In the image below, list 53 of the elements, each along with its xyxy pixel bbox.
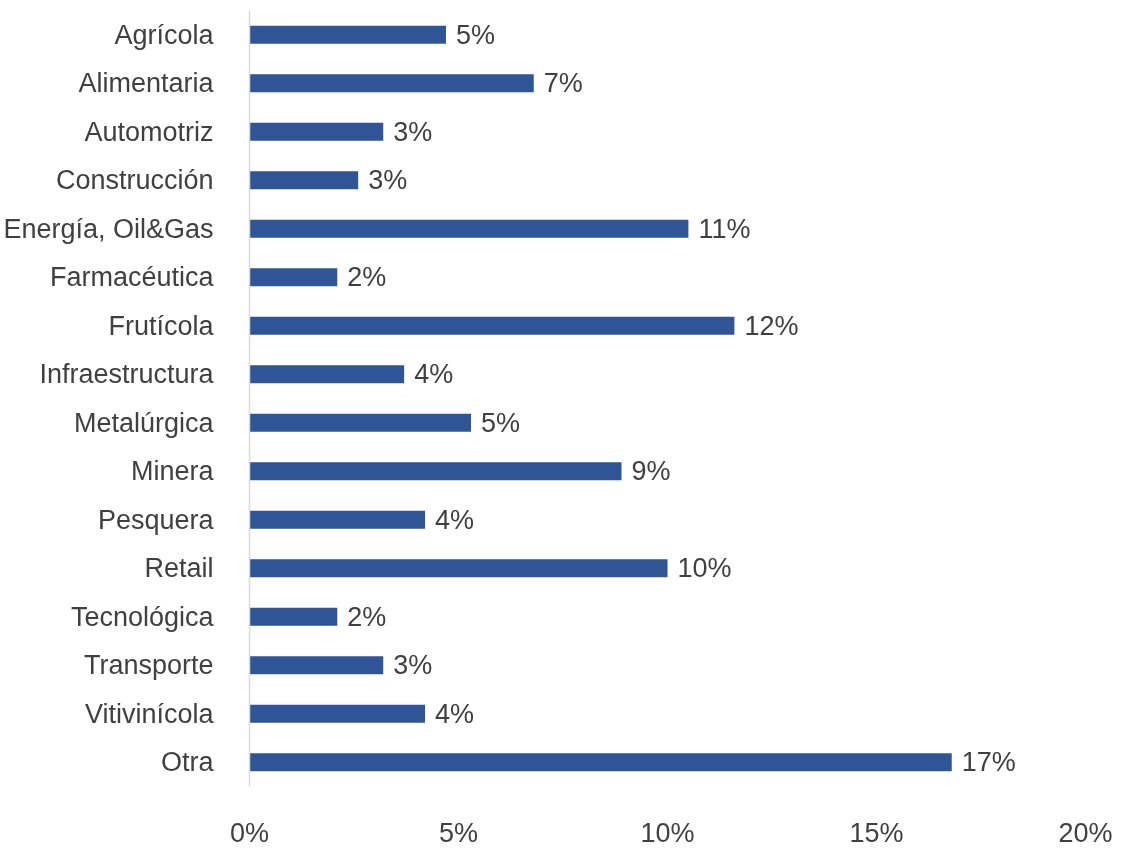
y-tick-label: Otra xyxy=(160,747,215,778)
bar xyxy=(249,74,534,93)
y-tick-label: Energía, Oil&Gas xyxy=(3,213,214,244)
data-label: 17% xyxy=(961,747,1016,778)
bar xyxy=(249,510,426,529)
y-tick-label: Vitivinícola xyxy=(84,698,215,729)
bar xyxy=(249,656,384,675)
data-label: 4% xyxy=(435,698,475,729)
data-label: 11% xyxy=(698,213,751,244)
data-label: 7% xyxy=(543,68,583,99)
data-label: 9% xyxy=(631,456,671,487)
data-label: 4% xyxy=(414,359,454,390)
data-label: 3% xyxy=(393,650,433,681)
data-label: 12% xyxy=(744,310,799,341)
x-tick-label: 10% xyxy=(640,817,695,848)
bar xyxy=(249,122,384,141)
bar xyxy=(249,365,405,384)
y-tick-label: Alimentaria xyxy=(78,68,215,99)
y-tick-label: Automotriz xyxy=(84,116,214,147)
data-label: 2% xyxy=(347,262,387,293)
bar xyxy=(249,704,426,723)
y-tick-label: Farmacéutica xyxy=(49,262,215,293)
bar xyxy=(249,268,338,287)
x-tick-label: 5% xyxy=(438,817,479,848)
bar xyxy=(249,559,668,578)
data-label: 3% xyxy=(393,116,433,147)
data-label: 4% xyxy=(435,504,475,535)
bar xyxy=(249,462,622,481)
y-tick-label: Construcción xyxy=(55,165,214,196)
y-tick-label: Frutícola xyxy=(108,310,215,341)
bar xyxy=(249,753,952,772)
y-tick-label: Retail xyxy=(144,553,214,584)
bar xyxy=(249,25,446,44)
data-label: 3% xyxy=(368,165,408,196)
x-tick-label: 0% xyxy=(229,817,270,848)
bar xyxy=(249,219,689,238)
bar xyxy=(249,316,735,335)
x-tick-label: 20% xyxy=(1058,817,1113,848)
data-label: 5% xyxy=(481,407,521,438)
x-tick-label: 15% xyxy=(849,817,904,848)
bar xyxy=(249,413,472,432)
y-tick-label: Transporte xyxy=(83,650,214,681)
y-tick-label: Pesquera xyxy=(97,504,215,535)
bar xyxy=(249,171,359,190)
y-tick-label: Infraestructura xyxy=(39,359,215,390)
y-tick-label: Tecnológica xyxy=(70,601,215,632)
data-label: 2% xyxy=(347,601,387,632)
data-label: 5% xyxy=(455,19,495,50)
bar xyxy=(249,607,338,626)
y-tick-label: Metalúrgica xyxy=(73,407,215,438)
y-tick-label: Agrícola xyxy=(114,19,215,50)
y-tick-label: Minera xyxy=(130,456,215,487)
data-label: 10% xyxy=(677,553,732,584)
